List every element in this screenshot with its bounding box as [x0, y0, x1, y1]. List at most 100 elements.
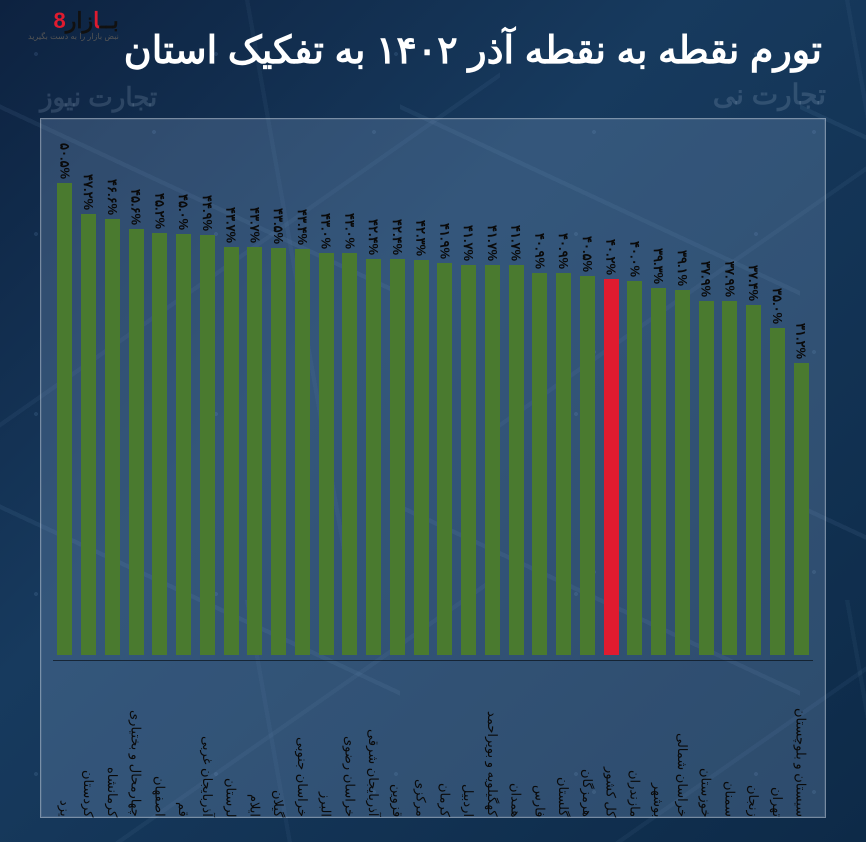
- bar-value-label: ۳۱.۲%: [794, 323, 809, 359]
- bar-value-label: ۴۵.۶%: [129, 189, 144, 225]
- bar-slot: ۴۳.۷% ایلام: [243, 131, 267, 817]
- category-label: سمنان: [722, 661, 737, 817]
- bar: [794, 363, 809, 655]
- bar-value-label: ۴۱.۷%: [461, 225, 476, 261]
- category-label: کرمان: [437, 661, 452, 817]
- bar-slot: ۳۷.۹%خوزستان: [694, 131, 718, 817]
- bar-slot: ۴۵.۶% چهارمحال و بختیاری: [124, 131, 148, 817]
- bar: [224, 247, 239, 655]
- bar-value-label: ۴۱.۷%: [509, 225, 524, 261]
- bar-slot: ۳۹.۳%بوشهر: [647, 131, 671, 817]
- bar: [390, 259, 405, 655]
- category-label: قم: [176, 661, 191, 817]
- bar-value-label: ۴۲.۴%: [390, 219, 405, 255]
- category-label: خراسان رضوی: [342, 661, 357, 817]
- bar-value-label: ۴۰.۹%: [532, 233, 547, 269]
- bar: [57, 183, 72, 655]
- bar-slot: ۳۵.۰%تهران: [766, 131, 790, 817]
- bar-slot: ۴۰.۹% فارس: [528, 131, 552, 817]
- bar-value-label: ۴۳.۴%: [295, 209, 310, 245]
- bar-slot: ۴۲.۴% قزوین: [386, 131, 410, 817]
- bar-slot: ۴۳.۴%خراسان جنوبی: [291, 131, 315, 817]
- bar: [366, 259, 381, 655]
- bar-slot: ۴۰.۰%مازندران: [623, 131, 647, 817]
- category-label: یزد: [57, 661, 72, 817]
- bar-value-label: ۴۳.۰%: [319, 213, 334, 249]
- bars-container: ۵۰.۵%یزد۴۷.۲%کردستان۴۶.۶%کرمانشاه۴۵.۶%چه…: [53, 131, 813, 817]
- bar-slot: ۴۱.۷%کهگیلویه و بویراحمد: [481, 131, 505, 817]
- bar-value-label: ۳۷.۹%: [699, 261, 714, 297]
- bar-slot: ۳۱.۲%سیستان و بلوچستان: [789, 131, 813, 817]
- bar-slot: ۴۳.۰% خراسان رضوی: [338, 131, 362, 817]
- bar-value-label: ۴۵.۲%: [152, 193, 167, 229]
- bar-value-label: ۴۰.۰%: [627, 241, 642, 277]
- bar-slot: ۳۹.۱% خراسان شمالی: [671, 131, 695, 817]
- category-label: کردستان: [81, 661, 96, 817]
- category-label: کهگیلویه و بویراحمد: [485, 661, 500, 817]
- bar-value-label: ۴۲.۴%: [366, 219, 381, 255]
- bar: [414, 260, 429, 655]
- bar-slot: ۴۱.۷%همدان: [504, 131, 528, 817]
- bar: [532, 273, 547, 655]
- bar: [295, 249, 310, 655]
- bar-value-label: ۴۱.۹%: [437, 223, 452, 259]
- bar: [319, 253, 334, 655]
- bar-slot: ۴۰.۹%گلستان: [552, 131, 576, 817]
- bar: [770, 328, 785, 655]
- bar-slot: ۴۵.۲% اصفهان: [148, 131, 172, 817]
- bar-slot: ۴۲.۳%مرکزی: [409, 131, 433, 817]
- bar-slot: ۴۳.۰%البرز: [314, 131, 338, 817]
- bar-slot: ۴۱.۷%اردبیل: [457, 131, 481, 817]
- watermark-left: تجارت نیوز: [40, 82, 157, 113]
- category-label: هرمزگان: [580, 661, 595, 817]
- bar: [580, 276, 595, 655]
- bar-slot: ۵۰.۵% یزد: [53, 131, 77, 817]
- bar: [81, 214, 96, 655]
- category-label: کرمانشاه: [105, 661, 120, 817]
- bar-value-label: ۴۰.۹%: [556, 233, 571, 269]
- bar-highlight: [604, 279, 619, 655]
- bar-slot: ۴۳.۵% گیلان: [267, 131, 291, 817]
- category-label: ایلام: [247, 661, 262, 817]
- bar: [556, 273, 571, 655]
- category-label: آذربایجان شرقی: [366, 661, 381, 817]
- bar: [746, 305, 761, 655]
- bar-slot: ۴۲.۴% آذربایجان شرقی: [362, 131, 386, 817]
- bar: [485, 265, 500, 655]
- bar-value-label: ۴۳.۷%: [247, 207, 262, 243]
- bar: [247, 247, 262, 655]
- bar: [200, 235, 215, 655]
- chart-title: تورم نقطه به نقطه آذر ۱۴۰۲ به تفکیک استا…: [0, 0, 866, 83]
- bar-slot: ۴۱.۹% کرمان: [433, 131, 457, 817]
- bar: [651, 288, 666, 655]
- category-label: خراسان شمالی: [675, 661, 690, 817]
- bar-value-label: ۴۴.۹%: [200, 195, 215, 231]
- bar-value-label: ۴۳.۰%: [342, 213, 357, 249]
- category-label: لرستان: [224, 661, 239, 817]
- bar-slot: ۴۳.۷% لرستان: [219, 131, 243, 817]
- bar-value-label: ۴۶.۶%: [105, 179, 120, 215]
- bar-value-label: ۴۳.۵%: [271, 208, 286, 244]
- category-label: اصفهان: [152, 661, 167, 817]
- category-label: تهران: [770, 661, 785, 817]
- bar: [675, 290, 690, 655]
- bar: [342, 253, 357, 655]
- bar-value-label: ۳۷.۴%: [746, 265, 761, 301]
- bar: [437, 263, 452, 655]
- bar-slot: ۳۷.۴% زنجان: [742, 131, 766, 817]
- bar-value-label: ۳۹.۱%: [675, 250, 690, 286]
- bar: [129, 229, 144, 655]
- bar: [271, 248, 286, 655]
- bar-slot: ۴۵.۰%قم: [172, 131, 196, 817]
- category-label: قزوین: [390, 661, 405, 817]
- bar-slot: ۴۶.۶% کرمانشاه: [101, 131, 125, 817]
- bar-value-label: ۵۰.۵%: [57, 143, 72, 179]
- category-label: گیلان: [271, 661, 286, 817]
- category-label: چهارمحال و بختیاری: [129, 661, 144, 817]
- category-label: آذربایجان غربی: [200, 661, 215, 817]
- category-label: زنجان: [746, 661, 761, 817]
- bar-value-label: ۳۷.۹%: [722, 261, 737, 297]
- bar-value-label: ۴۰.۵%: [580, 236, 595, 272]
- category-label: فارس: [532, 661, 547, 817]
- bar-value-label: ۴۳.۷%: [224, 207, 239, 243]
